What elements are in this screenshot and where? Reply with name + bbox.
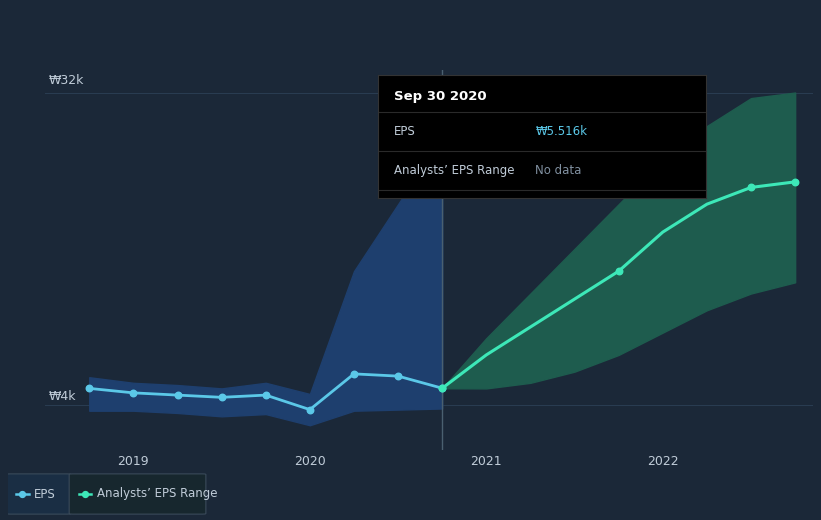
Point (79, 490, 92, 498)
Point (16, 490, 29, 498)
Point (83, 384, 96, 393)
Text: Analysts’ EPS Range: Analysts’ EPS Range (394, 164, 515, 177)
Point (612, 267, 626, 275)
Point (347, 370, 360, 378)
Text: ₩5.516k: ₩5.516k (535, 125, 587, 138)
Text: No data: No data (535, 164, 581, 177)
Point (215, 393, 228, 401)
Text: ₩4k: ₩4k (48, 390, 76, 403)
Point (303, 406, 316, 414)
Point (126, 388, 140, 397)
Text: EPS: EPS (394, 125, 415, 138)
Text: ₩32k: ₩32k (48, 74, 84, 87)
Text: Analysts Forecasts: Analysts Forecasts (453, 84, 569, 97)
Text: Analysts’ EPS Range: Analysts’ EPS Range (97, 488, 218, 500)
Point (171, 391, 184, 399)
Text: EPS: EPS (34, 488, 56, 500)
Text: Sep 30 2020: Sep 30 2020 (394, 90, 487, 103)
Point (392, 372, 405, 380)
FancyBboxPatch shape (7, 474, 71, 514)
Point (789, 178, 802, 186)
Text: Actual: Actual (397, 84, 437, 97)
Point (436, 384, 449, 393)
FancyBboxPatch shape (69, 474, 206, 514)
Point (259, 391, 273, 399)
Point (436, 384, 449, 393)
Point (745, 183, 758, 191)
